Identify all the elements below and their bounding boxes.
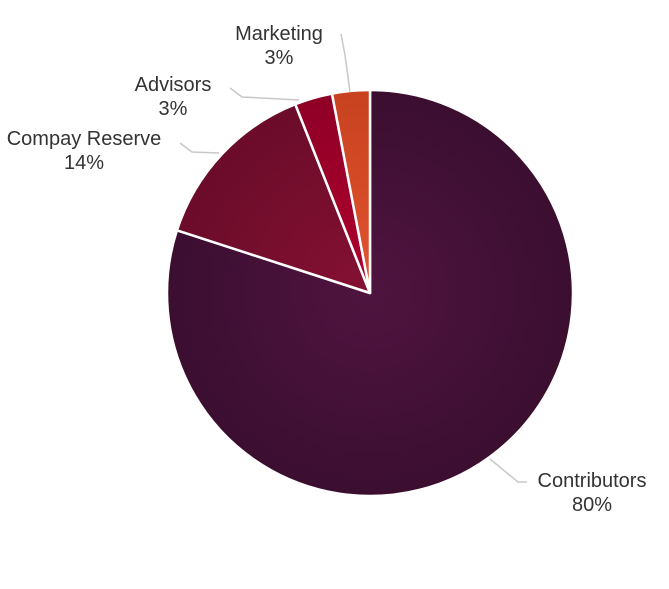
slice-percent-contributors: 80% (572, 494, 612, 516)
slices-layer (165, 88, 575, 498)
pie-slice-marketing (330, 88, 372, 295)
slice-label-marketing: Marketing (235, 23, 323, 45)
slice-label-advisors: Advisors (135, 74, 212, 96)
leader-line-marketing (340, 33, 351, 93)
slice-percent-advisors: 3% (159, 98, 188, 120)
slice-percent-compay-reserve: 14% (64, 152, 104, 174)
leader-line-compay-reserve (179, 142, 220, 154)
slice-label-compay-reserve: Compay Reserve (7, 128, 162, 150)
slice-label-contributors: Contributors (538, 470, 647, 492)
leader-line-advisors (229, 87, 300, 101)
slice-percent-marketing: 3% (265, 47, 294, 69)
leader-lines-layer (179, 33, 527, 483)
leader-line-contributors (489, 458, 527, 483)
pie-slice-compay-reserve (175, 103, 372, 295)
